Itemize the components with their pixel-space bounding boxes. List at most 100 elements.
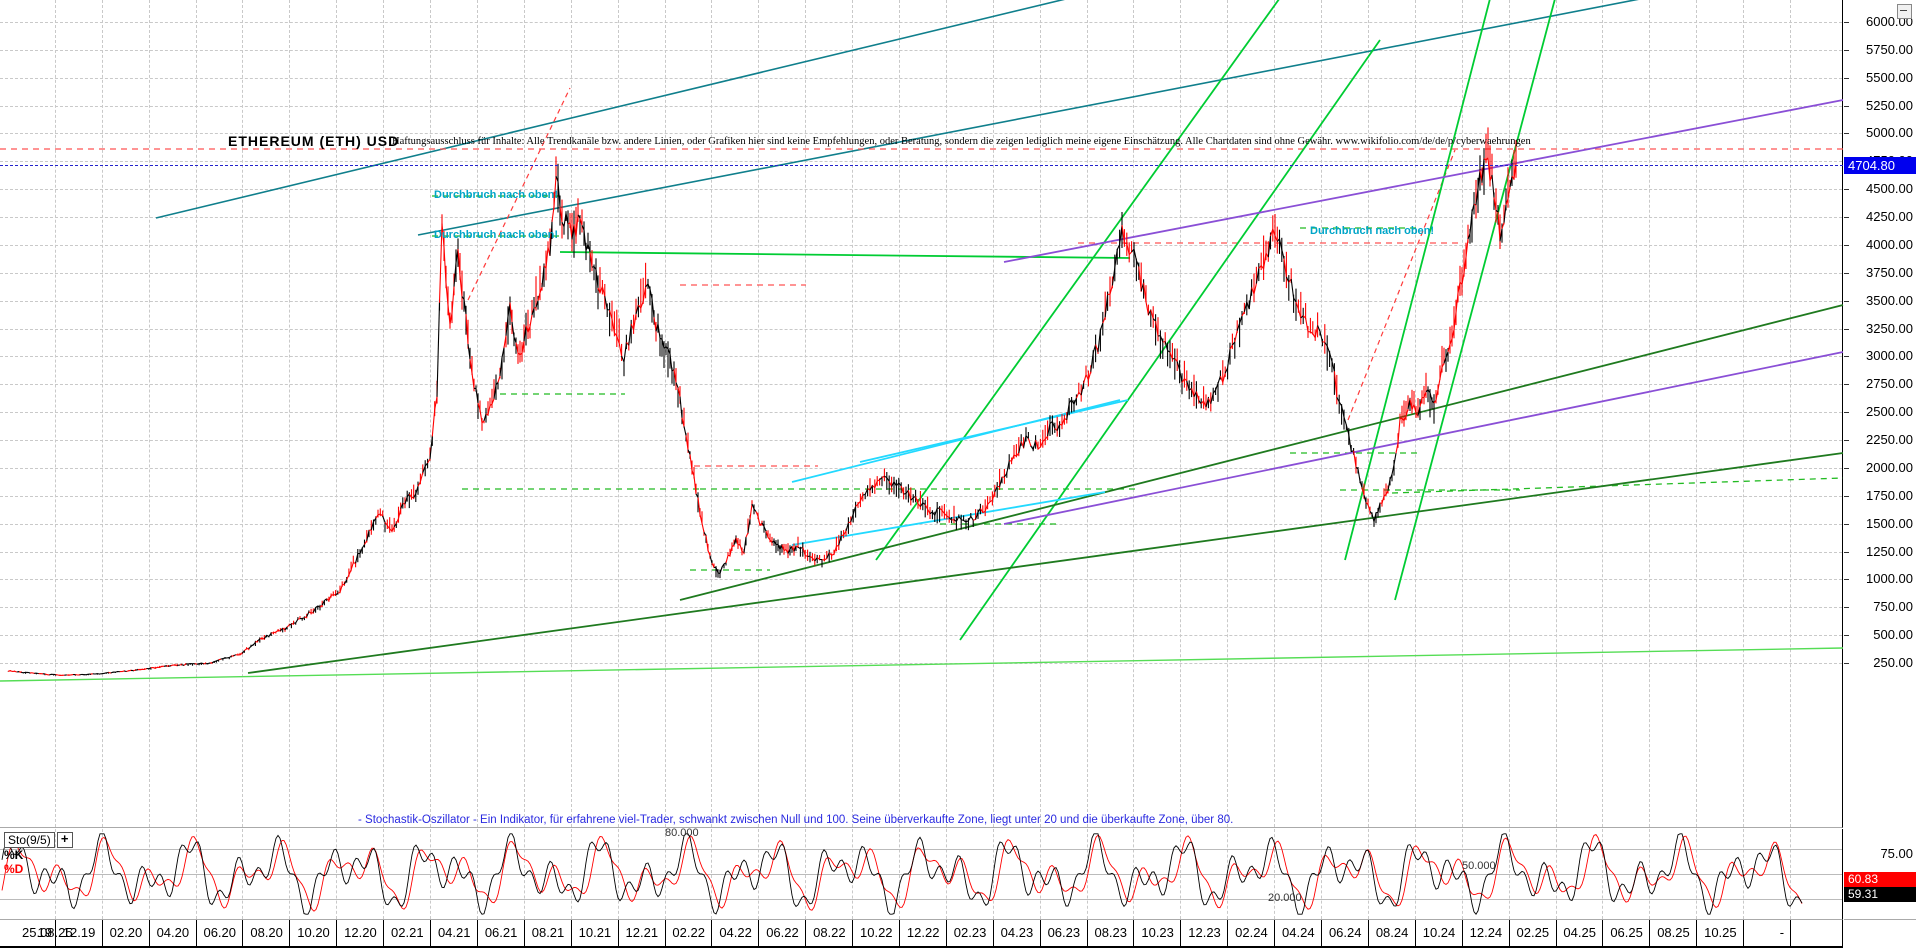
gridline-vertical xyxy=(805,0,807,827)
y-axis-tick xyxy=(1844,579,1849,581)
x-axis-label: 10.22 xyxy=(860,925,893,940)
x-axis-separator xyxy=(1133,920,1135,946)
last-price-badge: 4704.80 xyxy=(1844,157,1916,174)
gridline-horizontal xyxy=(0,356,1842,358)
y-axis-tick xyxy=(1844,300,1849,302)
trendline-darkgreen-support xyxy=(247,304,1844,674)
y-axis-label: 250.00 xyxy=(1873,655,1913,670)
x-axis-label: 08.22 xyxy=(813,925,846,940)
x-axis-label: 06.22 xyxy=(766,925,799,940)
trendline-green-light xyxy=(0,647,1844,682)
y-axis-tick xyxy=(1844,77,1849,79)
x-axis-separator xyxy=(101,920,103,946)
gridline-vertical xyxy=(1508,0,1510,827)
gridline-vertical xyxy=(1086,0,1088,827)
gridline-horizontal xyxy=(0,217,1842,219)
y-axis-label: 2250.00 xyxy=(1866,432,1913,448)
x-axis-label: 08.25 xyxy=(1657,925,1690,940)
gridline-vertical xyxy=(758,0,760,827)
y-axis-tick xyxy=(1844,49,1849,51)
x-axis-label: 12.23 xyxy=(1188,925,1221,940)
x-axis-separator xyxy=(1367,920,1369,946)
x-axis-separator xyxy=(523,920,525,946)
x-axis-separator xyxy=(852,920,854,946)
y-axis-tick xyxy=(1844,272,1849,274)
gridline-horizontal xyxy=(0,328,1842,330)
y-axis-label: 3750.00 xyxy=(1866,264,1913,280)
gridline-vertical xyxy=(1555,0,1557,827)
oscillator-series-k-label: %K xyxy=(4,848,24,862)
x-axis-separator xyxy=(1743,920,1745,946)
x-axis-label: 04.21 xyxy=(437,925,471,940)
x-axis-label: 02.23 xyxy=(953,925,987,940)
gridline-vertical xyxy=(852,0,854,827)
gridline-vertical xyxy=(711,0,713,827)
gridline-horizontal xyxy=(0,635,1842,637)
gridline-vertical xyxy=(430,0,432,827)
x-axis-label: 04.25 xyxy=(1563,925,1596,940)
gridline-horizontal xyxy=(0,607,1842,609)
x-axis-label: 08.23 xyxy=(1094,925,1128,940)
x-axis-separator xyxy=(758,920,760,946)
x-axis-separator xyxy=(54,920,56,946)
gridline-horizontal xyxy=(0,523,1842,525)
x-axis-label: 06.20 xyxy=(203,925,237,940)
gridline-horizontal xyxy=(0,22,1842,23)
trendline-teal-upper xyxy=(155,0,1639,236)
y-axis-tick xyxy=(1844,244,1849,246)
x-axis-separator xyxy=(1790,920,1791,946)
oscillator-level-line xyxy=(0,874,1842,875)
y-axis-tick xyxy=(1844,384,1849,386)
gridline-horizontal xyxy=(0,384,1842,386)
gridline-vertical xyxy=(945,0,947,827)
gridline-vertical xyxy=(1367,0,1369,827)
oscillator-legend[interactable]: Sto(9/5) + xyxy=(4,832,73,848)
x-axis-label: 06.23 xyxy=(1047,925,1081,940)
gridline-vertical xyxy=(992,0,994,827)
gridline-horizontal xyxy=(0,663,1842,664)
x-axis-label: 02.20 xyxy=(109,925,143,940)
indicator-name-badge[interactable]: Sto(9/5) xyxy=(4,832,55,848)
x-axis-separator xyxy=(242,920,244,946)
x-axis-separator xyxy=(805,920,807,946)
y-axis-label: 2000.00 xyxy=(1866,459,1913,475)
x-axis-label: 10.21 xyxy=(578,925,612,940)
y-axis-label: 1250.00 xyxy=(1866,543,1913,559)
x-axis-separator xyxy=(1227,920,1229,946)
gridline-horizontal xyxy=(0,551,1842,553)
gridline-vertical xyxy=(1274,0,1276,827)
trendline-green-channel xyxy=(559,0,1556,641)
x-axis-separator xyxy=(289,920,291,946)
gridline-horizontal xyxy=(0,161,1842,163)
gridline-horizontal xyxy=(0,467,1842,469)
y-axis-label: 3000.00 xyxy=(1866,348,1913,364)
x-axis-label: 12.19 xyxy=(62,925,96,940)
gridline-vertical xyxy=(289,0,291,827)
price-chart-panel[interactable]: ETHEREUM (ETH) USD Haftungsausschluss fü… xyxy=(0,0,1844,828)
y-axis-label: 4500.00 xyxy=(1866,181,1913,197)
gridline-vertical xyxy=(476,0,478,827)
x-axis-separator xyxy=(664,920,666,946)
x-axis-label: 04.24 xyxy=(1282,925,1315,940)
x-axis-separator xyxy=(1086,920,1088,946)
expand-indicator-button[interactable]: + xyxy=(56,832,73,848)
gridline-vertical xyxy=(101,0,103,827)
x-axis-label: 08.20 xyxy=(250,925,283,940)
gridline-vertical xyxy=(1227,0,1229,827)
trendline-purple-channel xyxy=(1003,99,1844,525)
gridline-horizontal xyxy=(0,412,1842,414)
y-axis-label: 4250.00 xyxy=(1866,209,1913,225)
oscillator-series-d-label: %D xyxy=(4,862,24,876)
x-axis-separator xyxy=(1461,920,1463,946)
collapse-button[interactable] xyxy=(1897,4,1912,19)
x-axis-separator xyxy=(1414,920,1416,946)
stochastic-oscillator-panel[interactable]: 80.000 50.000 20.000 xyxy=(0,827,1843,919)
gridline-vertical xyxy=(1133,0,1135,827)
last-price-line xyxy=(0,165,1843,166)
y-axis-label: 5000.00 xyxy=(1866,125,1913,141)
x-axis-label: 19 xyxy=(37,925,52,940)
x-axis-separator xyxy=(1696,920,1698,946)
oscillator-canvas xyxy=(1,833,1803,915)
y-axis-tick xyxy=(1844,133,1849,135)
x-axis-separator xyxy=(195,920,197,946)
